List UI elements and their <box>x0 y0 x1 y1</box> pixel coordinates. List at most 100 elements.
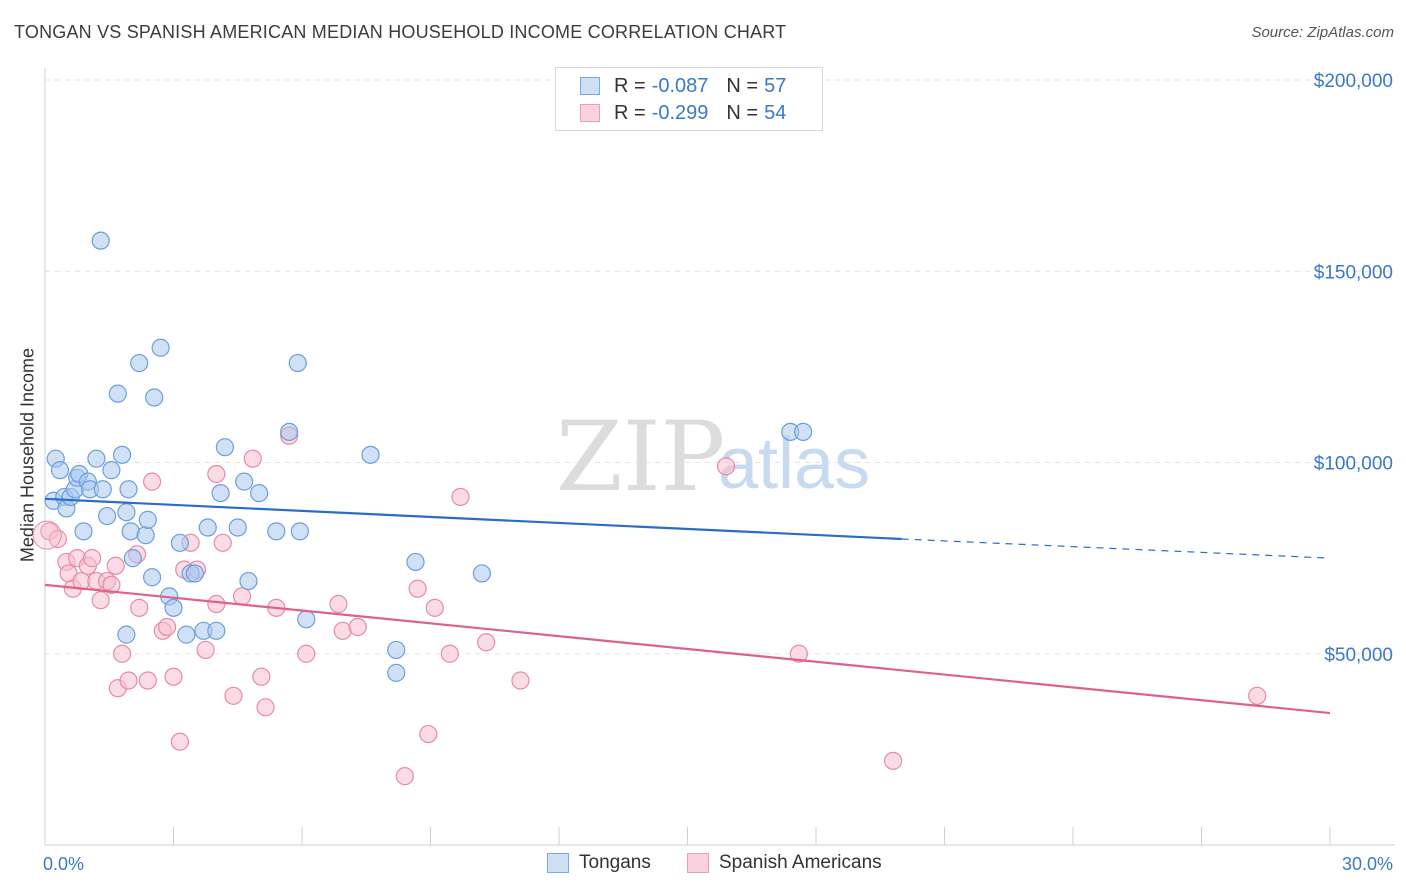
trend-lines <box>44 497 1331 715</box>
x-tick-labels: 0.0% 30.0% <box>43 854 1393 874</box>
tongan-point <box>228 518 247 537</box>
legend-row-tongans: R = -0.087 N = 57 <box>580 74 786 98</box>
spanish-point <box>511 671 530 690</box>
tongan-trend-line <box>44 497 902 541</box>
tongan-point <box>472 564 491 583</box>
spanish-point <box>1248 686 1267 705</box>
spanish-point <box>106 556 125 575</box>
spanish-point <box>297 644 316 663</box>
legend-n-value: 54 <box>764 101 787 124</box>
legend-n-value: 57 <box>764 74 787 97</box>
tongan-point <box>117 503 136 522</box>
spanish-point <box>252 667 271 686</box>
spanish-point <box>83 549 102 568</box>
x-tick-label: 30.0% <box>1342 854 1393 874</box>
spanish-point <box>207 464 226 484</box>
tongan-point <box>93 480 112 499</box>
legend-r-label: R = <box>614 74 646 97</box>
y-tick-label: $200,000 <box>1314 71 1393 92</box>
tongan-point <box>361 445 380 464</box>
tongan-point <box>136 526 155 545</box>
legend-swatch-spanish <box>687 853 709 873</box>
y-tick-label: $100,000 <box>1314 454 1393 475</box>
tongan-point <box>108 384 127 403</box>
tongan-point <box>406 552 425 572</box>
spanish-point <box>451 487 470 507</box>
chart-title: TONGAN VS SPANISH AMERICAN MEDIAN HOUSEH… <box>14 22 787 42</box>
legend-swatch-tongans <box>547 853 569 873</box>
tongan-point <box>387 663 406 682</box>
y-tick-label: $50,000 <box>1324 645 1393 666</box>
legend-item-tongans[interactable]: Tongans <box>547 852 651 874</box>
tongan-point <box>177 625 196 644</box>
spanish-point <box>119 671 138 690</box>
spanish-point <box>213 533 232 552</box>
spanish-point <box>138 671 157 690</box>
tongan-point <box>119 480 138 499</box>
spanish-point <box>102 575 121 595</box>
tongan-point <box>121 522 140 541</box>
tongan-point <box>215 438 234 457</box>
series-legend: Tongans Spanish Americans <box>0 852 1406 878</box>
y-tick-label: $150,000 <box>1314 262 1393 283</box>
spanish-point <box>348 617 367 637</box>
legend-r-value: -0.299 <box>651 101 709 124</box>
legend-label-tongans: Tongans <box>579 852 651 873</box>
spanish-point <box>789 644 808 663</box>
legend-swatch-tongans <box>580 77 600 95</box>
spanish-point <box>130 598 149 617</box>
tongan-point <box>112 445 132 464</box>
tongan-point <box>794 422 813 441</box>
watermark-zip: ZIP <box>556 401 725 513</box>
x-tick-label: 0.0% <box>43 854 84 874</box>
spanish-point <box>256 698 275 717</box>
y-tick-labels: $50,000 $100,000 $150,000 $200,000 <box>1314 71 1393 666</box>
spanish-point <box>395 767 414 786</box>
spanish-point <box>164 667 183 686</box>
tongan-point <box>239 571 258 591</box>
spanish-point <box>440 644 459 663</box>
tongan-point <box>130 353 149 373</box>
tongan-point <box>280 422 299 441</box>
spanish-point <box>243 449 262 468</box>
tongan-point <box>151 338 170 357</box>
tongan-point <box>198 518 217 537</box>
stats-legend: R = -0.087 N = 57 R = -0.299 N = 54 <box>555 67 823 131</box>
legend-label-spanish: Spanish Americans <box>719 852 882 873</box>
legend-item-spanish[interactable]: Spanish Americans <box>687 852 882 874</box>
tongan-points <box>44 231 813 682</box>
legend-row-spanish: R = -0.299 N = 54 <box>580 101 786 125</box>
tongan-point <box>164 598 183 617</box>
spanish-point <box>157 617 177 637</box>
tongan-point <box>207 621 226 640</box>
tongan-point <box>138 510 157 529</box>
spanish-point <box>408 579 427 598</box>
spanish-trend-line <box>44 583 1331 715</box>
tongan-point <box>297 610 316 629</box>
spanish-point <box>91 591 110 610</box>
tongan-point <box>50 461 70 480</box>
tongan-point <box>185 564 205 583</box>
spanish-point <box>142 472 162 491</box>
spanish-point <box>333 621 352 640</box>
spanish-point <box>716 457 736 476</box>
spanish-point <box>196 640 215 660</box>
spanish-point <box>224 686 243 705</box>
tongan-point <box>267 522 286 541</box>
spanish-point <box>329 594 348 614</box>
spanish-point <box>477 633 496 652</box>
axes <box>44 68 1395 846</box>
legend-r-value: -0.087 <box>651 74 709 97</box>
tongan-point <box>142 568 162 587</box>
legend-swatch-spanish <box>580 104 600 122</box>
spanish-point <box>112 644 132 663</box>
tongan-point <box>250 484 269 503</box>
tongan-point <box>117 625 136 644</box>
legend-n-label: N = <box>726 74 759 97</box>
spanish-point <box>207 594 226 614</box>
tongan-point <box>288 353 307 373</box>
legend-r-label: R = <box>614 101 646 124</box>
watermark: ZIP atlas <box>556 401 870 513</box>
spanish-point <box>170 732 190 751</box>
